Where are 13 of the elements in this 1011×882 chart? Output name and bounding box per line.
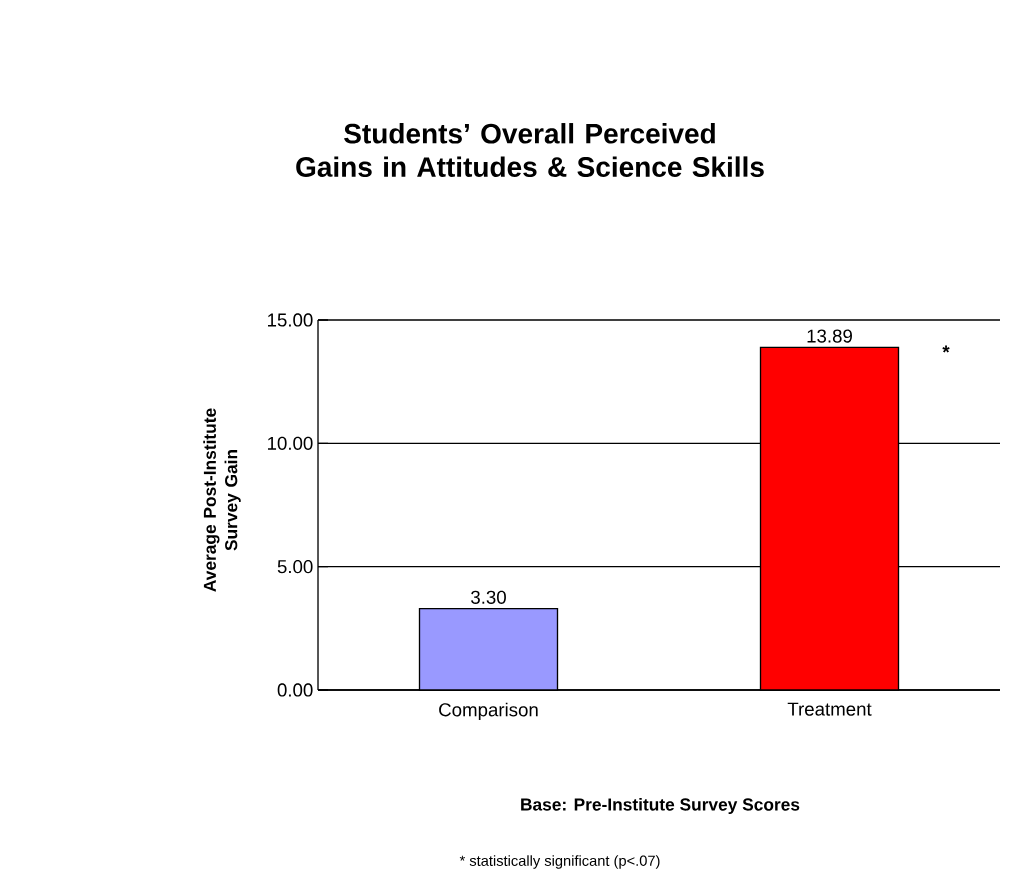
y-tick-label: 15.00 (268, 313, 313, 327)
text: * statistically significant (p<.07) (459, 855, 660, 869)
y-tick-label: 10.00 (268, 436, 313, 450)
data-label: 13.89 (807, 329, 852, 343)
y-tick-label: 0.00 (277, 683, 313, 697)
chart-title: Students’ Overall Perceived Gains in Attitudes & Science Skills (296, 123, 764, 177)
x-axis-title: Base: Pre-Institute Survey Scores (521, 797, 800, 815)
data-label: 3.30 (471, 590, 506, 604)
y-tick-label: 5.00 (277, 560, 313, 574)
x-tick-label: Comparison (439, 702, 538, 721)
y-axis-title: Average Post-Institute Survey Gain (203, 408, 241, 592)
x-tick-label: Treatment (787, 702, 872, 716)
annotation: * (942, 345, 950, 353)
